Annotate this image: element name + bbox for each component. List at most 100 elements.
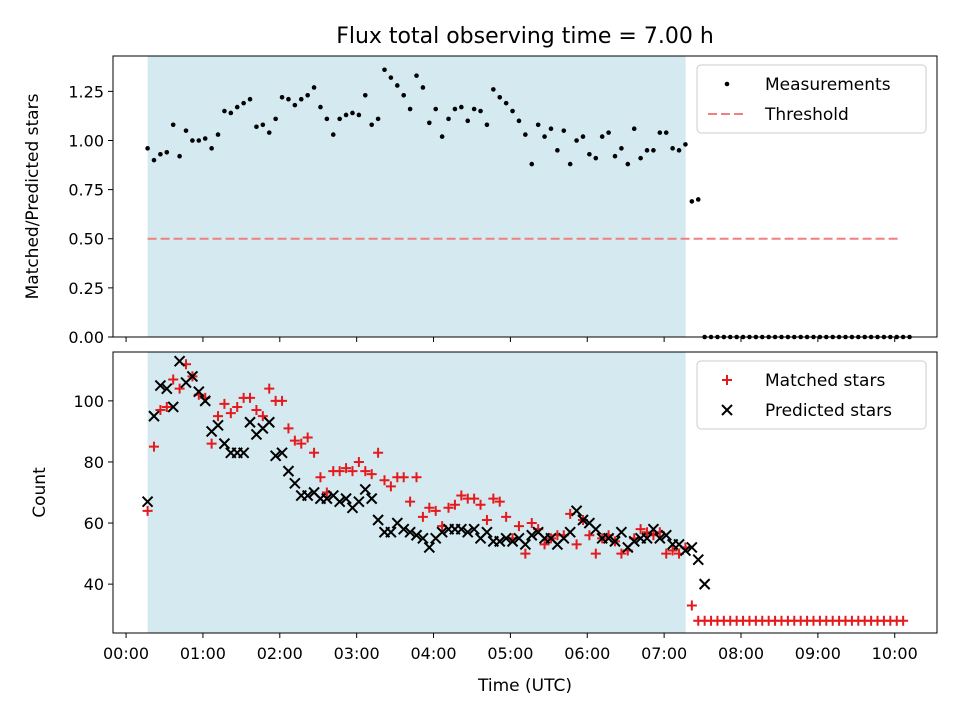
measurement-point — [689, 199, 695, 204]
x-tick-label: 01:00 — [180, 644, 226, 663]
y-axis-label: Matched/Predicted stars — [23, 93, 43, 299]
measurement-point — [542, 134, 547, 139]
measurement-point — [343, 112, 349, 118]
measurement-point — [305, 93, 310, 98]
predicted-star-point — [321, 492, 333, 505]
matched-star-point — [488, 493, 499, 504]
matched-star-point — [456, 490, 467, 501]
predicted-star-point — [353, 495, 365, 508]
legend-label: Predicted stars — [765, 401, 892, 421]
matched-star-point — [405, 496, 416, 507]
predicted-star-point — [417, 532, 429, 545]
bottom-panel-counts: 40 60 80 100 Count Matched stars Predicted sta… — [30, 351, 938, 638]
measurement-point — [228, 110, 234, 116]
legend-box — [696, 64, 927, 134]
predicted-star-point — [359, 483, 371, 496]
matched-star-point — [225, 408, 236, 419]
x-tick-label: 03:00 — [334, 644, 380, 663]
y-tick-label: 0.50 — [68, 230, 104, 249]
matched-star-point — [366, 469, 377, 480]
matched-star-point — [264, 383, 275, 394]
matched-star-point — [411, 472, 422, 483]
predicted-star-point — [506, 535, 519, 548]
predicted-star-point — [577, 514, 589, 526]
measurement-point — [260, 122, 266, 128]
predicted-star-point — [167, 401, 179, 413]
matched-star-point — [155, 405, 166, 416]
measurement-point — [183, 128, 189, 133]
matched-star-point — [481, 514, 492, 525]
matched-star-point — [148, 441, 159, 452]
matched-star-point — [257, 411, 268, 422]
predicted-star-point — [481, 526, 493, 538]
predicted-star-point — [282, 465, 295, 477]
matched-star-point — [379, 475, 390, 486]
predicted-star-point — [404, 526, 416, 538]
measurement-point — [164, 149, 170, 155]
measurement-point — [209, 146, 214, 151]
measurement-point — [407, 106, 413, 112]
x-tick-label: 05:00 — [487, 644, 533, 663]
matched-star-point — [571, 539, 582, 550]
x-tick-labels: 00:00 01:00 02:00 03:00 04:00 05:00 06:00 07:00… — [103, 644, 918, 663]
matched-star-point — [385, 481, 396, 492]
matched-star-point — [213, 411, 224, 422]
measurement-point — [420, 85, 426, 90]
measurement-point — [401, 93, 407, 98]
measurement-point — [510, 108, 515, 114]
predicted-star-point — [365, 492, 378, 505]
measurement-point — [593, 155, 599, 161]
predicted-star-point — [654, 532, 666, 545]
measurement-point — [683, 142, 688, 147]
x-tick-label: 04:00 — [410, 644, 456, 663]
predicted-star-point — [237, 447, 250, 459]
predicted-star-point — [186, 370, 199, 383]
matched-star-point — [526, 518, 537, 529]
matched-star-point — [168, 374, 179, 385]
measurement-point — [625, 161, 631, 167]
predicted-star-point — [686, 541, 698, 554]
matched-star-point — [353, 456, 364, 467]
predicted-star-point — [263, 416, 275, 428]
measurement-point — [318, 104, 323, 110]
measurement-point — [298, 96, 304, 102]
predicted-star-point — [173, 355, 186, 367]
measurement-point — [145, 146, 150, 151]
measurement-point — [503, 100, 509, 106]
predicted-star-point — [276, 447, 288, 459]
x-tick-label: 07:00 — [641, 644, 687, 663]
predicted-star-point — [494, 535, 506, 548]
y-axis-label: Count — [30, 467, 50, 518]
x-tick-label: 00:00 — [103, 644, 149, 663]
measurement-point — [382, 67, 387, 73]
measurement-point — [254, 124, 259, 130]
measurement-point — [695, 197, 701, 202]
measurement-point — [535, 122, 541, 128]
legend-label: Threshold — [764, 105, 849, 125]
predicted-star-point — [570, 505, 583, 517]
top-panel-ratio: 0.00 0.25 0.50 0.75 1.00 1.25 Matched/Predicte… — [23, 55, 938, 347]
matched-star-point — [174, 383, 185, 394]
matched-star-point — [513, 521, 524, 532]
matched-star-point — [417, 511, 428, 522]
predicted-star-point — [340, 492, 352, 505]
measurement-point — [266, 130, 272, 135]
matched-star-point — [475, 499, 486, 510]
measurement-point — [548, 126, 554, 132]
matched-star-point — [590, 548, 601, 559]
y-tick-label: 0.75 — [68, 181, 104, 200]
measurement-point — [574, 138, 579, 143]
measurement-point — [356, 112, 362, 118]
matched-star-point — [161, 401, 172, 412]
measurement-point — [311, 85, 317, 90]
matched-star-point — [494, 496, 505, 507]
measurement-point — [670, 146, 675, 151]
matched-star-point — [501, 511, 512, 522]
predicted-star-point — [628, 535, 640, 548]
measurement-point — [190, 138, 195, 143]
measurement-point — [395, 83, 400, 88]
predicted-star-point — [193, 385, 205, 398]
predicted-star-point — [602, 532, 615, 545]
measurement-point — [151, 157, 157, 163]
measurement-point — [375, 116, 381, 122]
